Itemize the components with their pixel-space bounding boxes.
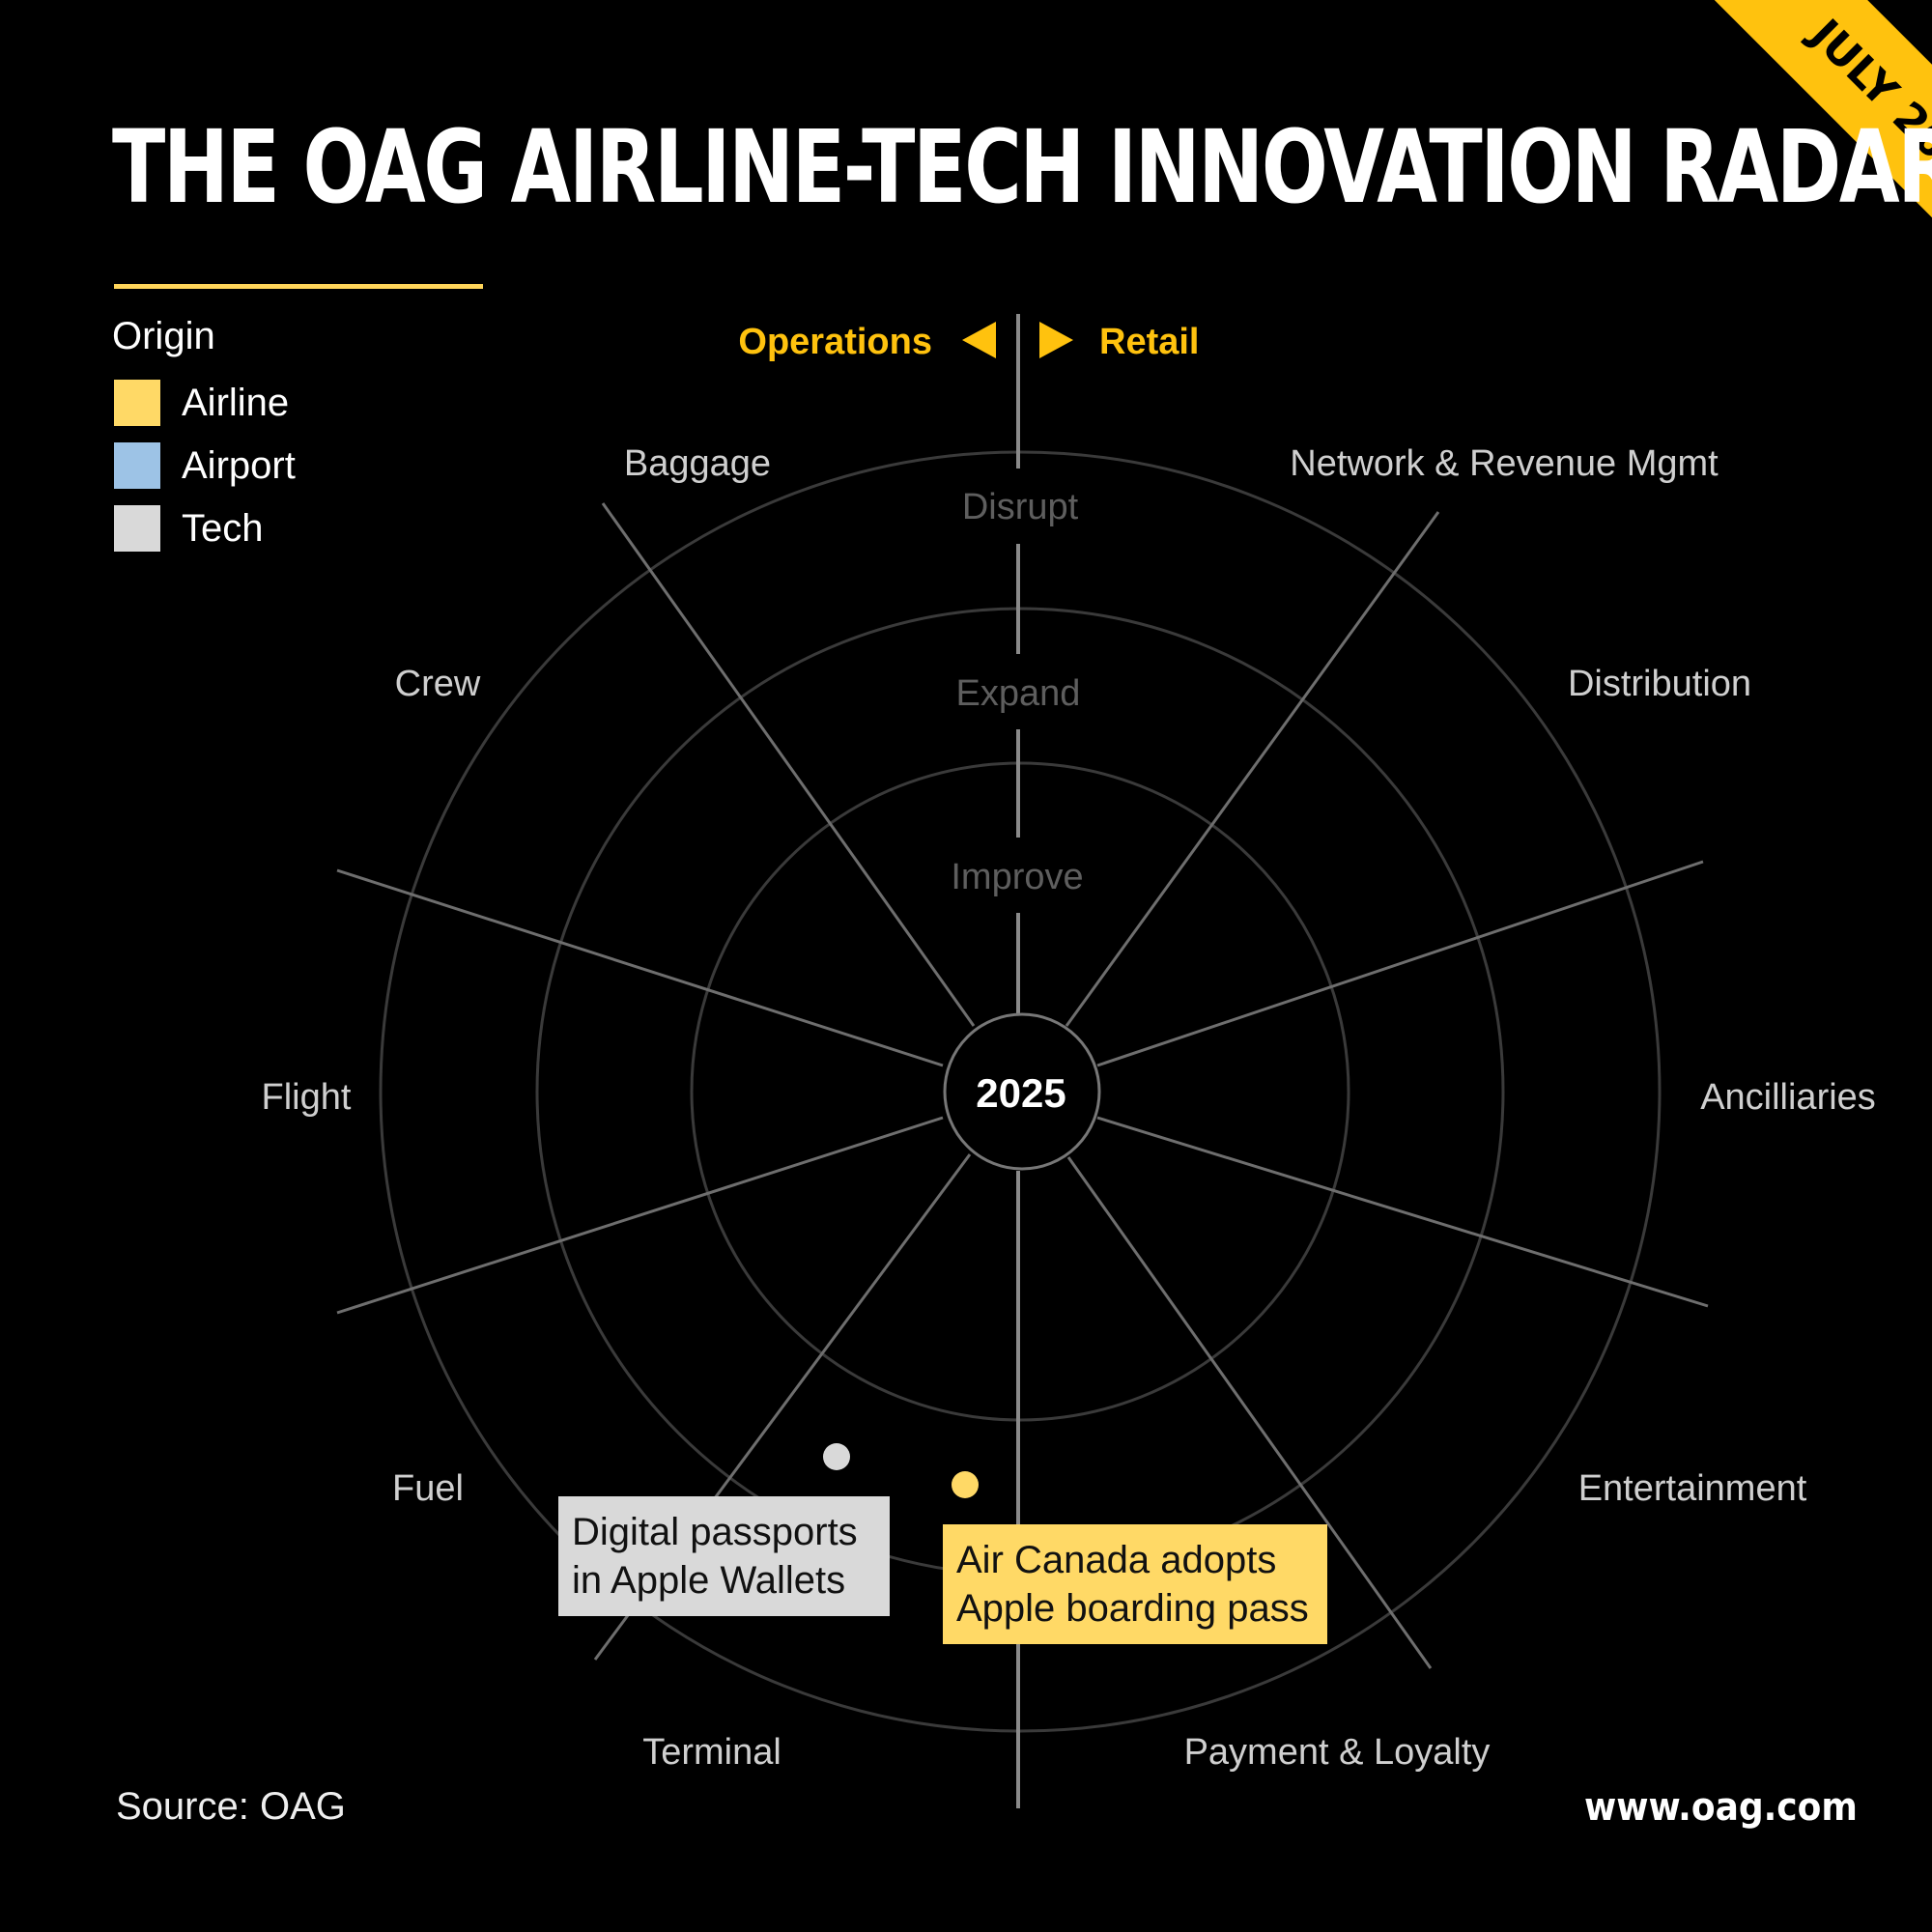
arrow-left-icon [962, 322, 996, 358]
sector-label-terminal: Terminal [642, 1732, 781, 1773]
direction-label-operations: Operations [738, 322, 932, 362]
spoke-entertainment-payment [1066, 1156, 1433, 1669]
sector-label-distribution: Distribution [1568, 664, 1751, 704]
center-year-label: 2025 [976, 1070, 1065, 1116]
center-circle [943, 1012, 1101, 1171]
legend-swatch-tech [114, 505, 160, 552]
sector-label-network-revenue: Network & Revenue Mgmt [1290, 443, 1719, 484]
legend-item-tech: Tech [114, 504, 264, 553]
legend-title: Origin [112, 315, 215, 357]
spoke-network-distribution [1065, 511, 1440, 1027]
title-underline [114, 284, 483, 289]
sector-label-crew: Crew [395, 664, 481, 704]
spoke-ancillaries-entertainment [1096, 1116, 1709, 1308]
callout-line: Digital passports [572, 1511, 858, 1553]
spoke-crew-flight [336, 868, 944, 1067]
footer-url-link[interactable]: www.oag.com [1584, 1785, 1858, 1830]
sector-label-entertainment: Entertainment [1578, 1468, 1807, 1509]
ring-label-improve: Improve [951, 857, 1083, 897]
sector-label-fuel: Fuel [392, 1468, 464, 1509]
item-callout-air-canada[interactable]: Air Canada adopts Apple boarding pass [943, 1524, 1327, 1644]
item-callout-digital-passports[interactable]: Digital passports in Apple Wallets [558, 1496, 890, 1616]
item-dot-air-canada[interactable] [952, 1471, 979, 1498]
legend-swatch-airline [114, 380, 160, 426]
page-title: THE OAG AIRLINE-TECH INNOVATION RADAR [112, 108, 1932, 226]
sector-label-baggage: Baggage [624, 443, 771, 484]
item-dot-digital-passports[interactable] [823, 1443, 850, 1470]
spoke-baggage-crew [601, 502, 976, 1027]
sector-label-payment-loyalty: Payment & Loyalty [1184, 1732, 1491, 1773]
callout-line: Air Canada adopts [956, 1539, 1277, 1581]
footer-source: Source: OAG [116, 1785, 346, 1828]
spoke-distribution-ancillaries [1096, 860, 1704, 1067]
callout-line: Apple boarding pass [956, 1587, 1309, 1630]
legend-item-airport: Airport [114, 441, 296, 490]
ring-label-disrupt: Disrupt [962, 487, 1079, 527]
direction-label-retail: Retail [1099, 322, 1199, 362]
legend-label-airport: Airport [182, 443, 296, 487]
legend-label-airline: Airline [182, 381, 290, 424]
legend-item-airline: Airline [114, 379, 289, 427]
legend-swatch-airport [114, 442, 160, 489]
ring-label-expand: Expand [956, 673, 1081, 714]
legend-label-tech: Tech [182, 506, 264, 550]
arrow-right-icon [1039, 322, 1073, 358]
sector-label-flight: Flight [262, 1077, 352, 1118]
spoke-flight-fuel [336, 1116, 944, 1315]
sector-label-ancillaries: Ancilliaries [1700, 1077, 1876, 1118]
callout-line: in Apple Wallets [572, 1559, 846, 1602]
